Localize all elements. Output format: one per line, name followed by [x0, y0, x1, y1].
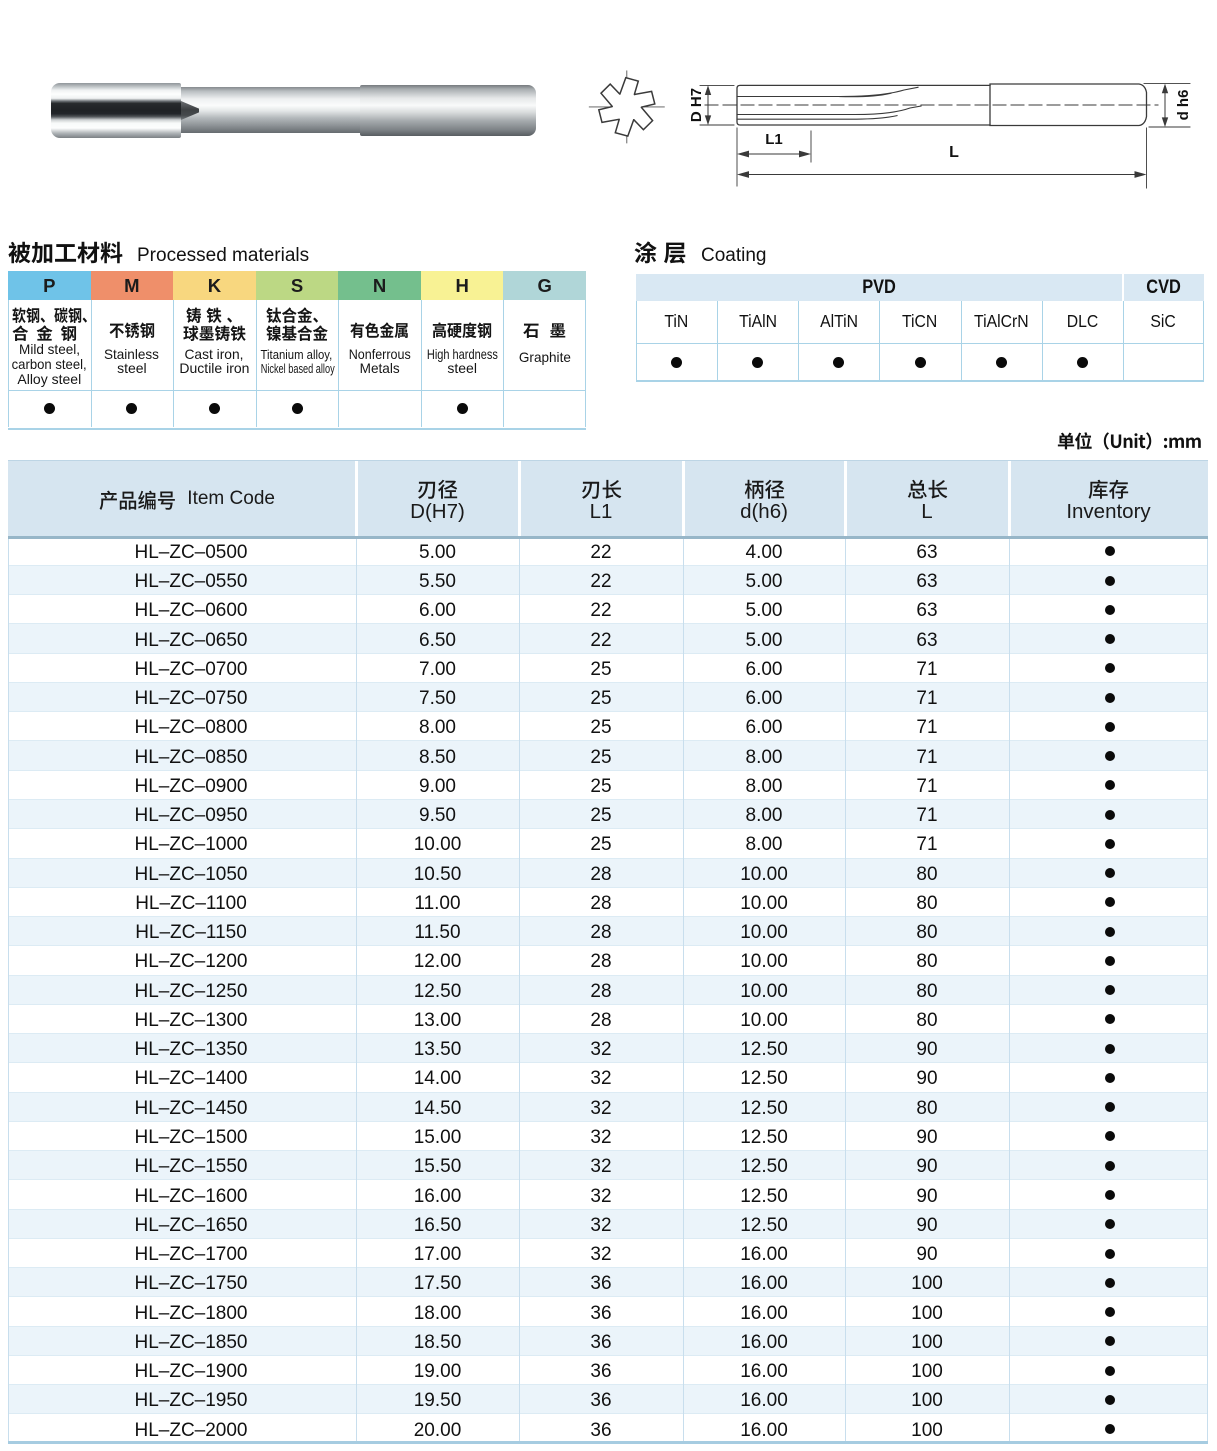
svg-text:d h6: d h6: [1175, 90, 1192, 121]
svg-text:L1: L1: [765, 131, 783, 148]
svg-text:L: L: [949, 144, 959, 161]
svg-text:D H7: D H7: [688, 88, 705, 122]
